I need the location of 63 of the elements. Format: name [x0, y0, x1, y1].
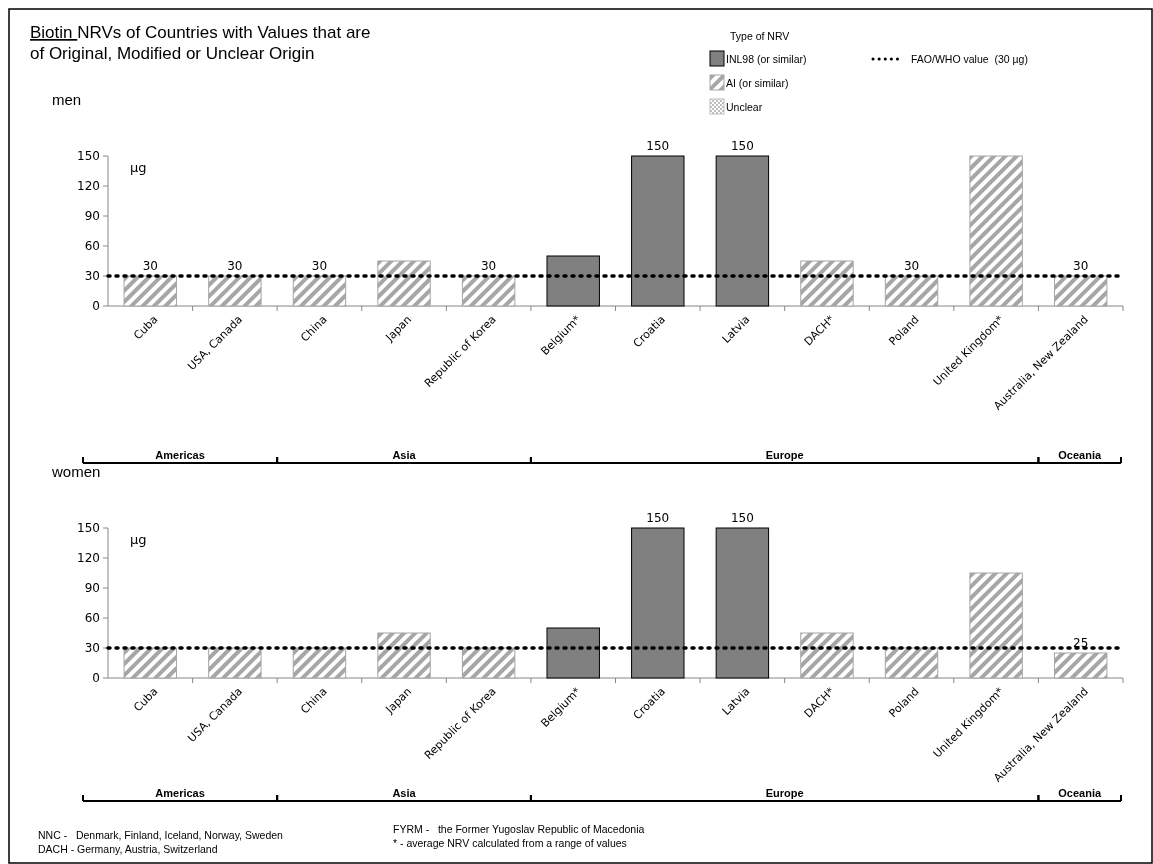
- data-label: 150: [730, 139, 754, 153]
- y-tick-label: 0: [92, 299, 100, 313]
- text: Europe: [765, 449, 804, 461]
- chart-subtitle: women: [51, 463, 101, 480]
- text: DACH - Germany, Austria, Switzerland: [38, 843, 218, 855]
- text: Asia: [392, 787, 417, 799]
- bar: [884, 275, 939, 307]
- bar: [292, 275, 347, 307]
- bar: [208, 647, 262, 679]
- bar: [800, 632, 854, 679]
- bar: [461, 647, 516, 679]
- bar: [1053, 275, 1108, 307]
- y-axis-title: µg: [130, 532, 147, 547]
- bar: [800, 260, 854, 307]
- legend-title: Type of NRV: [730, 30, 790, 42]
- legend-label: INL98 (or similar): [726, 53, 807, 65]
- bar: [969, 155, 1023, 307]
- bar: [461, 275, 516, 307]
- y-tick-label: 60: [84, 611, 100, 625]
- bar: [377, 260, 431, 307]
- text: Europe: [765, 787, 804, 799]
- chart-title: Biotin NRVs of Countries with Values that are of Original, Modified or Unclear Origin: [30, 23, 371, 63]
- y-tick-label: 120: [77, 551, 100, 565]
- data-label: 30: [903, 259, 920, 273]
- bar: [123, 647, 178, 679]
- y-tick-label: 90: [84, 581, 100, 595]
- bar: [884, 647, 939, 679]
- data-label: 25: [1073, 636, 1089, 650]
- text: NNC - Denmark, Finland, Iceland, Norway, Sweden: [38, 829, 284, 841]
- data-label: 30: [142, 259, 158, 273]
- y-tick-label: 150: [77, 149, 100, 163]
- y-tick-label: 30: [84, 269, 100, 283]
- data-label: 30: [480, 259, 497, 273]
- bar: [292, 647, 347, 679]
- y-tick-label: 90: [84, 209, 100, 223]
- bar: [208, 275, 262, 307]
- y-axis-title: µg: [130, 160, 147, 175]
- text: Americas: [155, 787, 205, 799]
- bar: [969, 572, 1023, 679]
- y-tick-label: 0: [92, 671, 100, 685]
- text: Asia: [392, 449, 417, 461]
- data-label: 30: [311, 259, 328, 273]
- text: * - average NRV calculated from a range of values: [393, 837, 627, 849]
- bar: [123, 275, 178, 307]
- legend-label: FAO/WHO value (30 µg): [911, 53, 1028, 65]
- y-tick-label: 30: [84, 641, 100, 655]
- text: Oceania: [1058, 787, 1102, 799]
- y-tick-label: 60: [84, 239, 100, 253]
- data-label: 30: [227, 259, 243, 273]
- data-label: 150: [646, 139, 670, 153]
- data-label: 30: [1073, 259, 1089, 273]
- legend-label: AI (or similar): [726, 77, 789, 89]
- text: Oceania: [1058, 449, 1102, 461]
- bar: [1053, 652, 1108, 679]
- y-tick-label: 120: [77, 179, 100, 193]
- data-label: 150: [646, 511, 670, 525]
- chart-subtitle: men: [52, 91, 82, 108]
- text: FYRM - the Former Yugoslav Republic of Macedonia: [393, 823, 645, 835]
- data-label: 150: [730, 511, 754, 525]
- y-tick-label: 150: [77, 521, 100, 535]
- legend-label: Unclear: [726, 101, 763, 113]
- text: Americas: [155, 449, 205, 461]
- bar: [377, 632, 431, 679]
